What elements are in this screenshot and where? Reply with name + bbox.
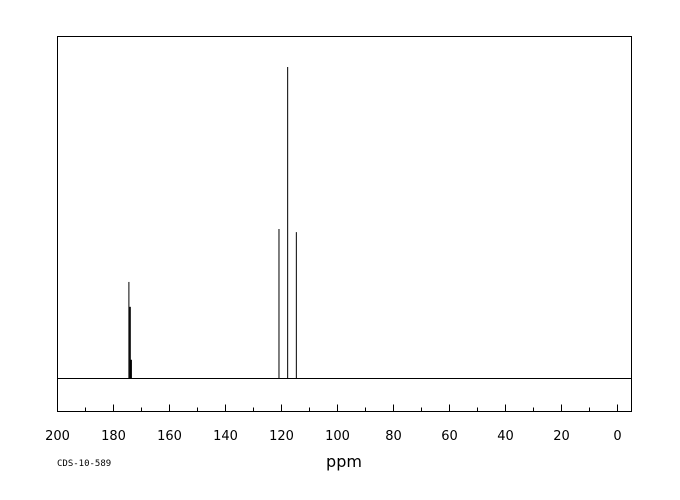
- x-axis-tick-label: 100: [325, 429, 350, 444]
- plot-frame: [57, 36, 632, 412]
- peak-group: [128, 67, 297, 379]
- x-axis-tick-label: 120: [269, 429, 294, 444]
- x-axis-ticks: [57, 404, 618, 412]
- x-axis-tick-label: 20: [553, 429, 570, 444]
- x-axis-tick-label: 80: [385, 429, 402, 444]
- x-axis-tick-label: 200: [45, 429, 70, 444]
- x-axis-tick-label: 40: [497, 429, 514, 444]
- footer-label: CDS-10-589: [57, 459, 111, 469]
- x-axis-tick-label: 140: [213, 429, 238, 444]
- x-axis-tick-label: 180: [101, 429, 126, 444]
- x-axis-title: ppm: [326, 452, 362, 471]
- x-axis-tick-labels: 200 180 160 140 120 100 80 60 40 20 0: [45, 429, 622, 444]
- x-axis-tick-label: 160: [157, 429, 182, 444]
- x-axis-tick-label: 0: [613, 429, 621, 444]
- x-axis-tick-label: 60: [441, 429, 458, 444]
